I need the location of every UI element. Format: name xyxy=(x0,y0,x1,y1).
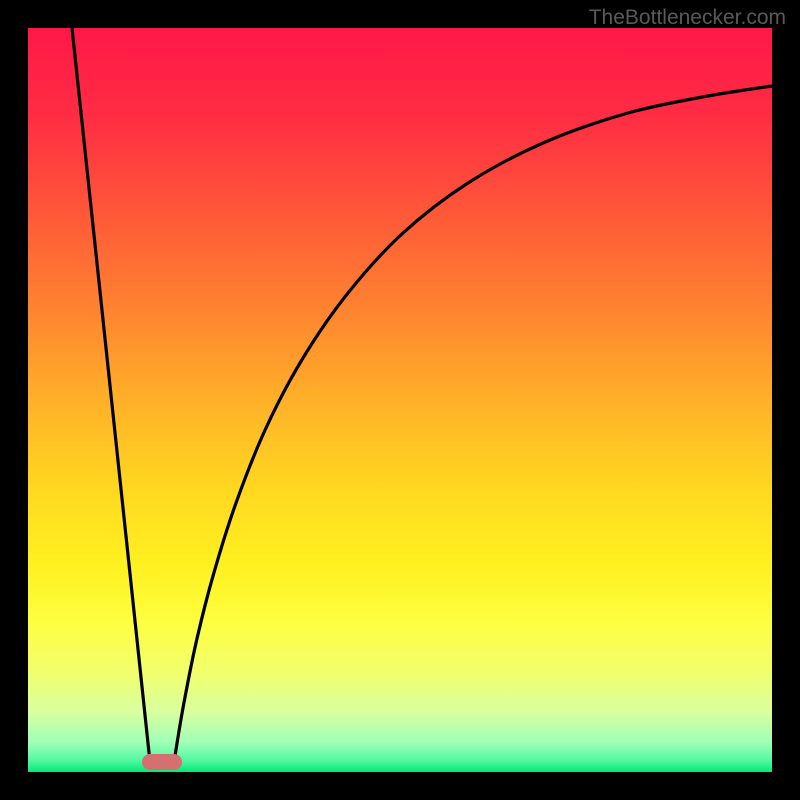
plot-area xyxy=(28,28,772,772)
watermark-text: TheBottlenecker.com xyxy=(589,6,786,30)
gradient-background xyxy=(28,28,772,772)
